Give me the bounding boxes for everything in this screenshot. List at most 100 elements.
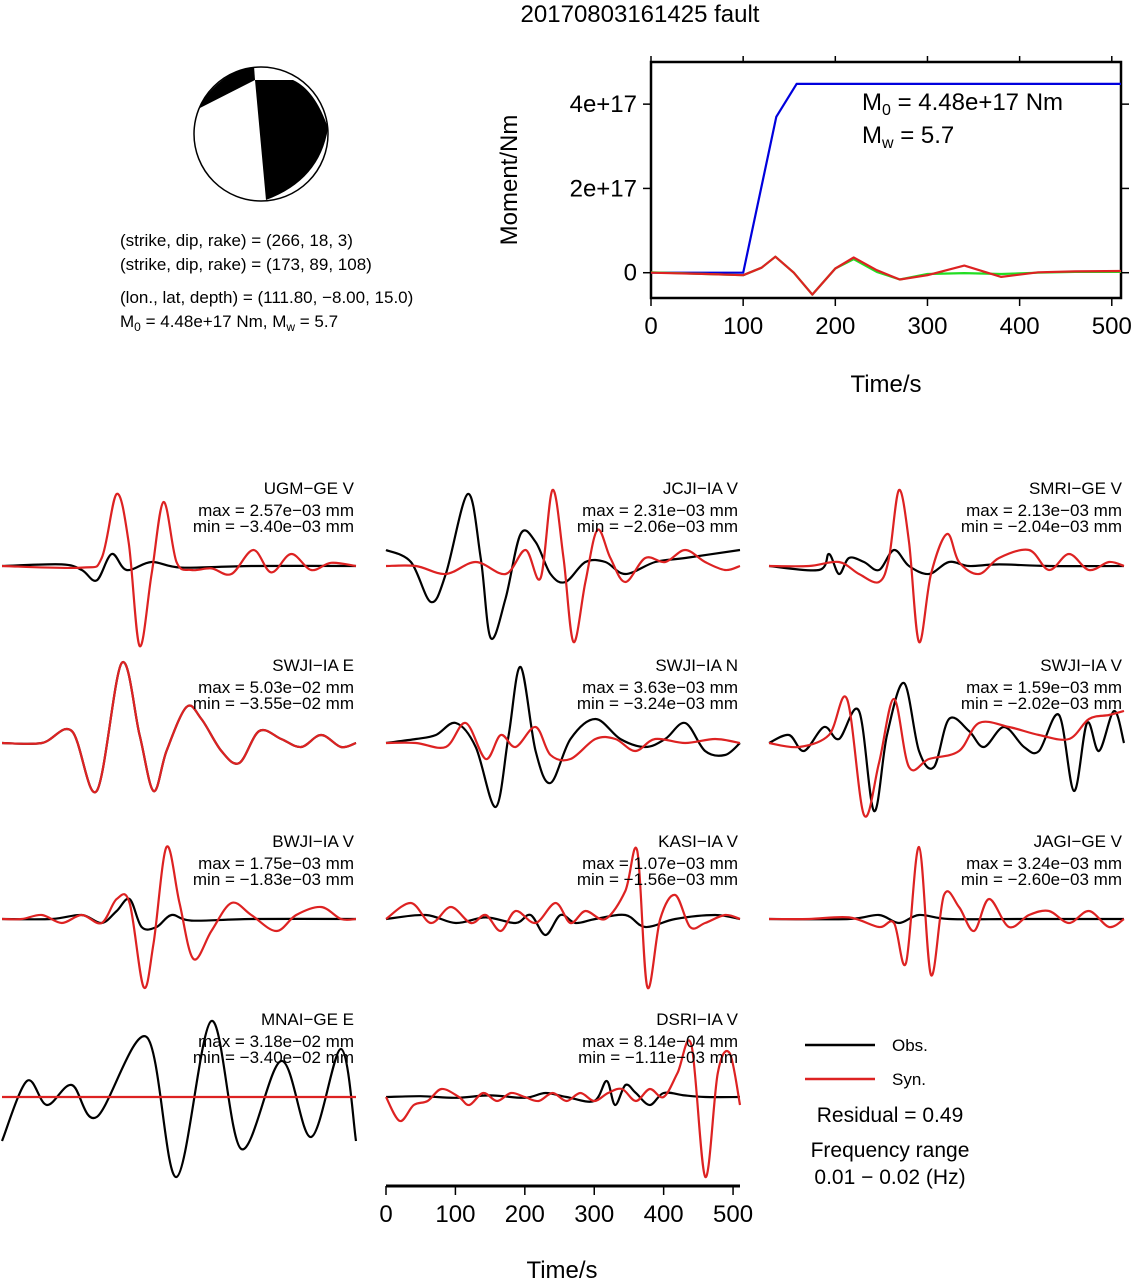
station-min: min = −3.55e−02 mm — [193, 694, 354, 713]
station-name: JAGI−GE V — [1034, 832, 1123, 851]
syn-trace — [385, 1039, 742, 1179]
station-max: max = 3.63e−03 mm — [582, 678, 738, 697]
syn-trace — [768, 695, 1125, 818]
station-name: SWJI−IA E — [272, 656, 354, 675]
station-name: JCJI−IA V — [663, 479, 739, 498]
station-max: max = 1.07e−03 mm — [582, 854, 738, 873]
x-tick-label: 300 — [574, 1201, 614, 1228]
x-tick-label: 0 — [644, 313, 657, 340]
waveform-x-axis-label: Time/s — [526, 1257, 597, 1281]
station-max: max = 1.75e−03 mm — [198, 854, 354, 873]
moment-magnitude: M0 = 4.48e+17 Nm, Mw = 5.7 — [120, 312, 338, 334]
figure-title: 20170803161425 fault — [521, 1, 760, 28]
x-tick-label: 500 — [1092, 313, 1132, 340]
station-max: max = 5.03e−02 mm — [198, 678, 354, 697]
legend-syn-label: Syn. — [892, 1070, 926, 1089]
station-name: MNAI−GE E — [261, 1010, 354, 1029]
x-tick-label: 500 — [713, 1201, 753, 1228]
obs-trace — [385, 1079, 741, 1107]
series-line-1 — [650, 255, 1121, 296]
station-min: min = −3.24e−03 mm — [577, 694, 738, 713]
x-tick-label: 300 — [907, 313, 947, 340]
legend: Obs. Syn. Residual = 0.49 Frequency rang… — [805, 1036, 969, 1189]
station-name: SMRI−GE V — [1029, 479, 1123, 498]
obs-trace — [768, 681, 1126, 813]
plot-frame — [649, 60, 1123, 300]
axis-ticks: 0 100 200 300 400 500 0 2e+17 4e+17 — [570, 56, 1132, 340]
moment-rate-chart: 0 100 200 300 400 500 0 2e+17 4e+17 Moment/Nm Ti… — [496, 56, 1132, 398]
obs-trace — [385, 665, 741, 809]
mechanism-info: (strike, dip, rake) = (266, 18, 3) (stri… — [120, 231, 413, 334]
station-max: max = 1.59e−03 mm — [966, 678, 1122, 697]
x-tick-label: 400 — [644, 1201, 684, 1228]
station-min: min = −2.60e−03 mm — [961, 870, 1122, 889]
station-name: SWJI−IA V — [1040, 656, 1122, 675]
obs-trace — [385, 913, 741, 937]
station-min: min = −2.06e−03 mm — [577, 517, 738, 536]
m0-annotation: M0 = 4.48e+17 Nm — [862, 89, 1063, 119]
station-min: min = −3.40e−03 mm — [193, 517, 354, 536]
syn-trace — [385, 721, 741, 762]
frequency-range-value: 0.01 − 0.02 (Hz) — [814, 1166, 965, 1189]
station-name: BWJI−IA V — [272, 832, 354, 851]
focal-mechanism-beachball — [193, 66, 329, 202]
x-tick-label: 200 — [505, 1201, 545, 1228]
residual-text: Residual = 0.49 — [817, 1104, 964, 1127]
syn-trace — [1, 845, 357, 990]
station-max: max = 2.13e−03 mm — [966, 501, 1122, 520]
legend-obs-label: Obs. — [892, 1036, 928, 1055]
syn-trace — [1, 492, 357, 648]
station-min: min = −2.04e−03 mm — [961, 517, 1122, 536]
station-max: max = 2.31e−03 mm — [582, 501, 738, 520]
station-min: min = −1.11e−03 mm — [578, 1048, 738, 1067]
nodal-plane-1: (strike, dip, rake) = (266, 18, 3) — [120, 231, 353, 250]
station-name: UGM−GE V — [264, 479, 355, 498]
x-tick-label: 400 — [1000, 313, 1040, 340]
y-tick-label: 0 — [624, 260, 637, 287]
station-name: DSRI−IA V — [656, 1010, 738, 1029]
station-max: max = 2.57e−03 mm — [198, 501, 354, 520]
location-depth: (lon., lat, depth) = (111.80, −8.00, 15.… — [120, 288, 413, 307]
x-tick-label: 200 — [815, 313, 855, 340]
syn-trace — [1, 661, 357, 794]
station-min: min = −1.56e−03 mm — [577, 870, 738, 889]
nodal-plane-2: (strike, dip, rake) = (173, 89, 108) — [120, 255, 372, 274]
station-max: max = 3.18e−02 mm — [198, 1032, 354, 1051]
station-name: KASI−IA V — [658, 832, 739, 851]
x-tick-label: 0 — [379, 1201, 392, 1228]
station-min: min = −1.83e−03 mm — [193, 870, 354, 889]
y-tick-label: 2e+17 — [570, 175, 637, 202]
series-line-2 — [650, 255, 1122, 296]
syn-trace — [768, 488, 1125, 644]
station-name: SWJI−IA N — [655, 656, 738, 675]
mw-annotation: Mw = 5.7 — [862, 122, 954, 152]
x-tick-label: 100 — [723, 313, 763, 340]
station-min: min = −3.40e−02 mm — [193, 1048, 354, 1067]
syn-trace — [385, 488, 741, 644]
series-lines — [650, 82, 1122, 296]
station-max: max = 3.24e−03 mm — [966, 854, 1122, 873]
station-min: min = −2.02e−03 mm — [961, 694, 1122, 713]
station-max: max = 8.14e−04 mm — [582, 1032, 738, 1051]
syn-trace — [768, 845, 1125, 977]
x-tick-label: 100 — [435, 1201, 475, 1228]
x-axis-label: Time/s — [850, 371, 921, 398]
series-line-0 — [651, 82, 1121, 274]
y-tick-label: 4e+17 — [570, 91, 637, 118]
frequency-range-title: Frequency range — [811, 1139, 970, 1162]
waveform-time-axis: Time/s 0 100 200 300 400 500 — [379, 1184, 753, 1281]
syn-trace — [385, 846, 741, 990]
